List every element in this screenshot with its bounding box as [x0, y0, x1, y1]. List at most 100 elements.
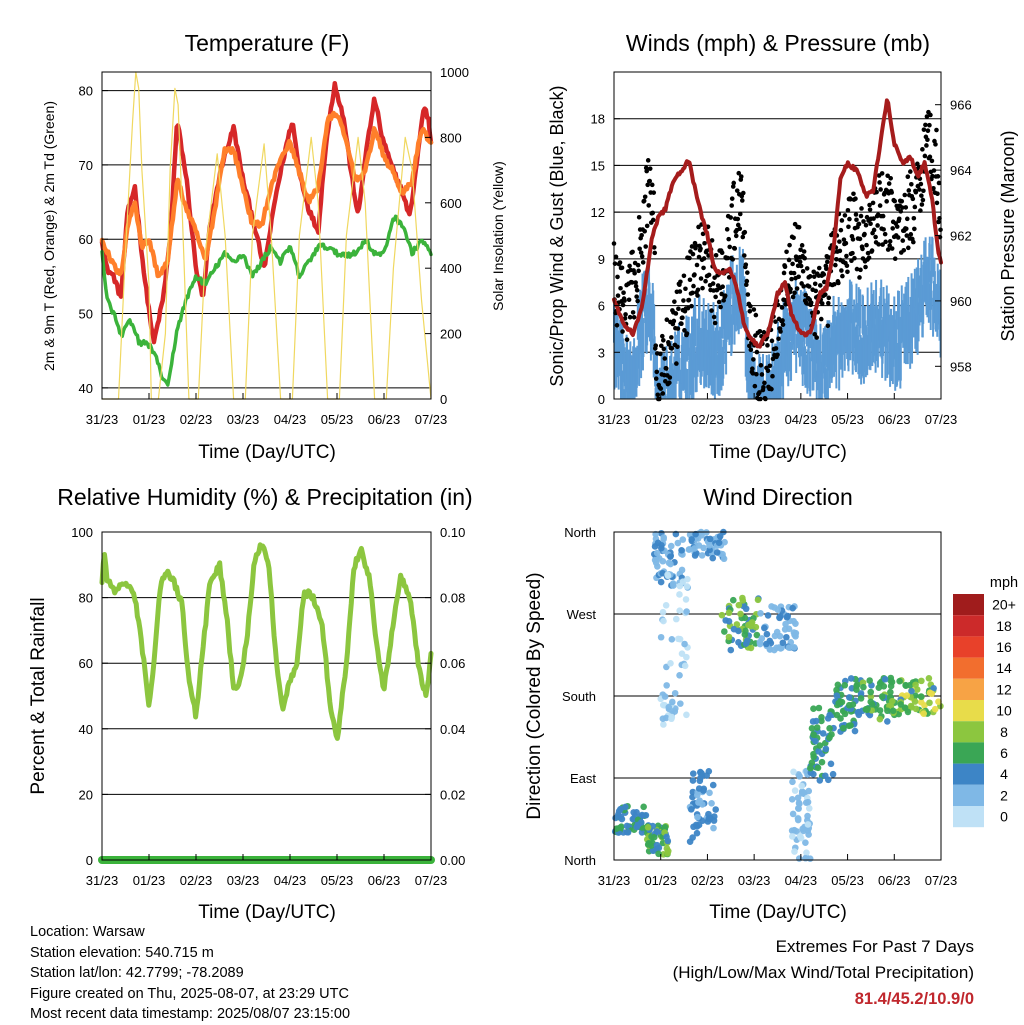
gust-point — [860, 246, 865, 252]
gust-point — [631, 314, 637, 320]
gust-point — [880, 213, 886, 219]
gust-point — [678, 279, 683, 285]
gust-point — [645, 182, 651, 188]
gust-point — [936, 180, 942, 186]
gust-point — [845, 207, 851, 213]
y2-tick-label: 960 — [950, 294, 972, 309]
direction-point — [925, 675, 933, 682]
gust-point — [718, 304, 723, 310]
gust-point — [730, 184, 736, 189]
direction-point — [928, 690, 936, 697]
gust-point — [780, 318, 785, 323]
gust-point — [622, 298, 627, 303]
direction-point — [884, 707, 891, 715]
gust-point — [621, 290, 626, 295]
gust-point — [918, 208, 923, 213]
station-info: Location: Warsaw Station elevation: 540.… — [30, 922, 350, 1025]
direction-point — [840, 724, 847, 732]
direction-point — [653, 841, 661, 849]
x-tick-label: 02/23 — [691, 412, 724, 427]
direction-point — [826, 724, 833, 732]
y-tick-label: 70 — [79, 158, 93, 173]
gust-point — [917, 187, 922, 192]
direction-point — [810, 731, 817, 738]
gust-point — [844, 253, 849, 259]
gust-point — [761, 384, 766, 390]
gust-point — [750, 366, 755, 371]
direction-point — [671, 708, 679, 715]
gust-point — [720, 284, 725, 290]
x-tick-label: 02/23 — [691, 873, 724, 888]
gust-point — [750, 371, 756, 376]
gust-point — [858, 267, 863, 273]
gust-point — [912, 204, 918, 210]
gust-point — [691, 283, 696, 289]
gust-point — [856, 221, 862, 227]
gust-point — [899, 205, 905, 210]
colorbar-label: 16 — [996, 639, 1012, 655]
direction-point — [813, 724, 821, 731]
gust-point — [744, 282, 749, 287]
humidity-ylabel: Percent & Total Rainfall — [28, 597, 49, 794]
gust-point — [781, 270, 787, 276]
y2-tick-label: 964 — [950, 163, 972, 178]
colorbar-swatch — [953, 700, 984, 722]
gust-point — [710, 281, 716, 286]
direction-point — [802, 854, 809, 862]
gust-point — [719, 291, 724, 297]
gust-point — [689, 303, 694, 309]
gust-point — [754, 371, 759, 377]
direction-point — [683, 711, 690, 719]
gust-point — [863, 222, 869, 228]
direction-point — [757, 610, 764, 617]
direction-point — [691, 552, 699, 559]
direction-point — [720, 555, 728, 563]
direction-point — [696, 777, 704, 785]
direction-point — [812, 717, 820, 725]
direction-point — [904, 708, 912, 716]
direction-point — [796, 773, 803, 780]
gust-point — [758, 362, 764, 368]
colorbar-label: 8 — [1000, 724, 1008, 740]
gust-point — [709, 238, 715, 243]
gust-point — [615, 274, 620, 280]
gust-point — [874, 189, 879, 195]
gust-point — [931, 168, 937, 173]
gust-point — [742, 229, 748, 235]
gust-point — [709, 308, 714, 313]
gust-point — [664, 317, 670, 323]
winds-panel: Winds (mph) & Pressure (mb) 0 3 6 9 12 15 18 95… — [547, 30, 1018, 463]
direction-point — [662, 602, 670, 609]
direction-point — [824, 715, 832, 722]
direction-point — [684, 575, 691, 583]
gust-point — [857, 236, 863, 242]
direction-point — [876, 707, 884, 714]
gust-point — [885, 173, 890, 179]
direction-point — [725, 618, 733, 625]
elevation-text: Station elevation: 540.715 m — [30, 944, 214, 961]
gust-point — [655, 392, 661, 398]
gust-point — [702, 240, 707, 246]
gust-point — [826, 295, 832, 301]
gust-point — [712, 320, 718, 326]
direction-point — [789, 810, 797, 818]
gust-point — [690, 290, 695, 296]
direction-point — [660, 721, 667, 728]
direction-point — [730, 625, 738, 633]
gust-point — [701, 265, 706, 271]
gust-point — [636, 268, 641, 274]
direction-point — [808, 725, 816, 732]
direction-point — [773, 628, 781, 636]
direction-xlabel: Time (Day/UTC) — [709, 902, 847, 923]
gust-point — [649, 182, 655, 188]
direction-point — [888, 697, 896, 705]
direction-point — [652, 530, 659, 538]
gust-point — [798, 247, 803, 253]
colorbar-swatch — [953, 784, 984, 806]
direction-point — [845, 694, 853, 701]
gust-point — [800, 268, 806, 274]
gust-point — [836, 280, 841, 286]
direction-point — [819, 730, 827, 737]
direction-point — [845, 701, 853, 709]
